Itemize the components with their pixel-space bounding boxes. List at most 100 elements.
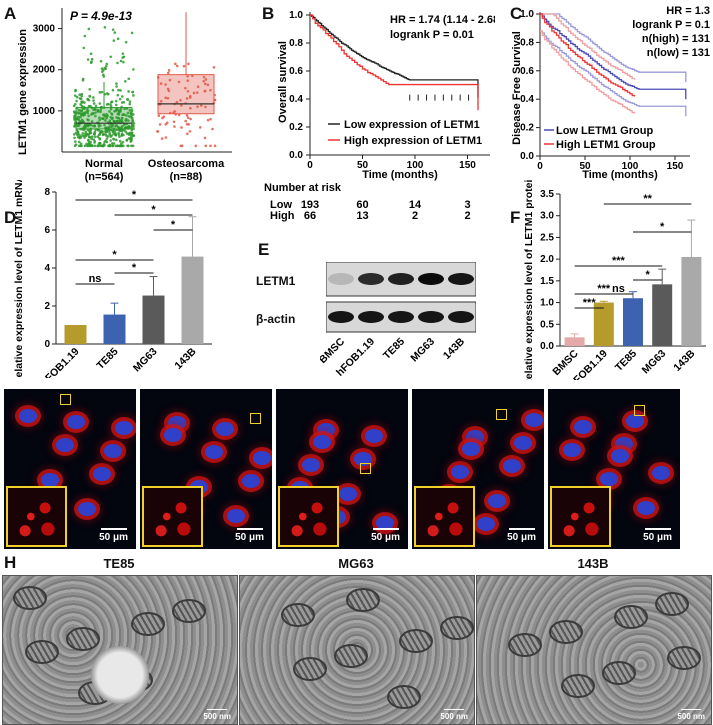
panel-a-point (127, 119, 130, 122)
panel-c-nlow: n(low) = 131 (647, 47, 710, 59)
panel-a-point (111, 144, 115, 148)
d-category-label: MG63 (131, 346, 160, 375)
panel-a-point (173, 62, 177, 66)
panel-c-ytick-label: 0.0 (520, 151, 534, 162)
panel-b-hr: HR = 1.74 (1.14 - 2.68) (390, 14, 495, 26)
panel-e-band-letm1 (358, 273, 384, 285)
panel-g-cell (652, 466, 670, 480)
panel-g-cell (242, 474, 260, 488)
panel-a-point (161, 116, 164, 120)
f-ytick-label: 2.0 (540, 254, 554, 265)
panel-b-curve-low (310, 14, 479, 98)
panel-h-mitochondrion (387, 685, 421, 709)
panel-label-h: H (4, 553, 17, 572)
panel-c-ci-high (540, 13, 636, 80)
panel-a-point (85, 142, 88, 146)
panel-a-point (132, 94, 135, 97)
panel-e-lane-label: TE85 (381, 336, 407, 362)
panel-a-point (128, 109, 132, 112)
panel-h-mitochondrion (602, 661, 636, 685)
panel-a-point (173, 125, 176, 128)
panel-f-significance: ********** ns*** (574, 193, 692, 309)
panel-c-ytick-label: 0.6 (520, 66, 534, 77)
panel-h-mitochondrion (440, 616, 474, 640)
panel-a-point (213, 144, 217, 148)
panel-a-point (116, 93, 120, 97)
panel-g-scalebar: 50 μm (643, 528, 672, 543)
panel-a-point (167, 89, 171, 93)
panel-label-e: E (258, 240, 270, 259)
panel-a-point (103, 25, 107, 29)
panel-f-ticks: 0.0 0.5 1.0 1.5 2.0 2.5 3.0 3.5 (540, 189, 560, 352)
panel-h-title: MG63 (338, 556, 374, 571)
panel-a-point (98, 91, 102, 94)
panel-a-point (92, 96, 95, 99)
panel-a-point (130, 144, 133, 148)
panel-g-scale-label: 50 μm (371, 532, 400, 543)
panel-h-title: TE85 (103, 556, 135, 571)
panel-a-point (119, 107, 123, 111)
d-sig-label: * (171, 219, 176, 231)
panel-c-xlabel: Time (months) (582, 169, 658, 181)
panel-e-lane-label: 143B (441, 335, 468, 362)
panel-g-scale-label: 50 μm (99, 532, 128, 543)
panel-g-cell (227, 509, 245, 523)
panel-a-point (108, 110, 111, 113)
panel-a-point (158, 123, 162, 126)
panel-a-point (102, 75, 106, 78)
panel-a-point (75, 133, 79, 136)
panel-a-point (108, 133, 112, 136)
panel-a-point (80, 118, 84, 122)
panel-a-point (85, 110, 89, 113)
panel-b-xtick-label: 50 (357, 160, 369, 171)
panel-a-point (126, 144, 129, 148)
panel-h-image-te85: 500 nm (2, 575, 238, 725)
d-bar (142, 295, 165, 344)
panel-a-point (93, 135, 97, 139)
panel-a-point (117, 88, 120, 92)
panel-a-point (82, 46, 86, 50)
panel-a-point (79, 134, 82, 137)
panel-g-cell (205, 445, 223, 459)
panel-a-point (74, 143, 78, 146)
panel-a-point (185, 114, 189, 117)
panel-a-point (94, 114, 97, 118)
panel-e-band-group (328, 273, 474, 323)
panel-a-ylabel: LETM1 gene expression (17, 29, 29, 155)
panel-c-ytick-label: 0.4 (520, 94, 534, 105)
d-ytick-label: 8 (44, 187, 50, 198)
panel-h-mitochondrion (561, 674, 595, 698)
panel-a-point (121, 56, 125, 59)
panel-g-cell (41, 473, 59, 487)
panel-label-c: C (510, 4, 523, 23)
panel-b-risk-low-value: 3 (464, 199, 470, 211)
panel-a-point (120, 101, 124, 104)
panel-g-cell (574, 420, 592, 434)
panel-g-cell (313, 435, 331, 449)
panel-a-point (186, 74, 189, 78)
panel-g-inset (6, 486, 67, 547)
panel-a-point (160, 137, 164, 140)
panel-h-mitochondrion (13, 586, 47, 610)
panel-c-logrank: logrank P = 0.1 (632, 19, 710, 31)
panel-a-point (73, 140, 77, 143)
panel-a-ytick-label: 3000 (33, 24, 56, 35)
panel-a-point (112, 137, 115, 141)
panel-e-band-letm1 (388, 273, 414, 285)
panel-a-point (94, 104, 98, 108)
panel-a-point (185, 122, 189, 126)
panel-a-point (164, 136, 168, 139)
panel-h-mitochondrion (655, 592, 689, 616)
panel-a-point (80, 113, 84, 116)
panel-a-point (119, 89, 122, 92)
panel-a-point (79, 103, 82, 106)
panel-a-box (157, 74, 215, 115)
panel-a-point (98, 141, 102, 145)
panel-b-risk-title: Number at risk (264, 182, 342, 194)
d-category-label: hFOB1.19 (38, 346, 81, 378)
panel-b-risk-high: 66 13 2 2 (304, 210, 471, 222)
panel-c-ci-high (540, 30, 636, 114)
panel-a-point (125, 138, 129, 142)
panel-g-cell (488, 494, 506, 508)
panel-b-ticks: 0.0 0.2 0.4 0.6 0.8 1.0 0 50 100 150 (289, 10, 476, 171)
